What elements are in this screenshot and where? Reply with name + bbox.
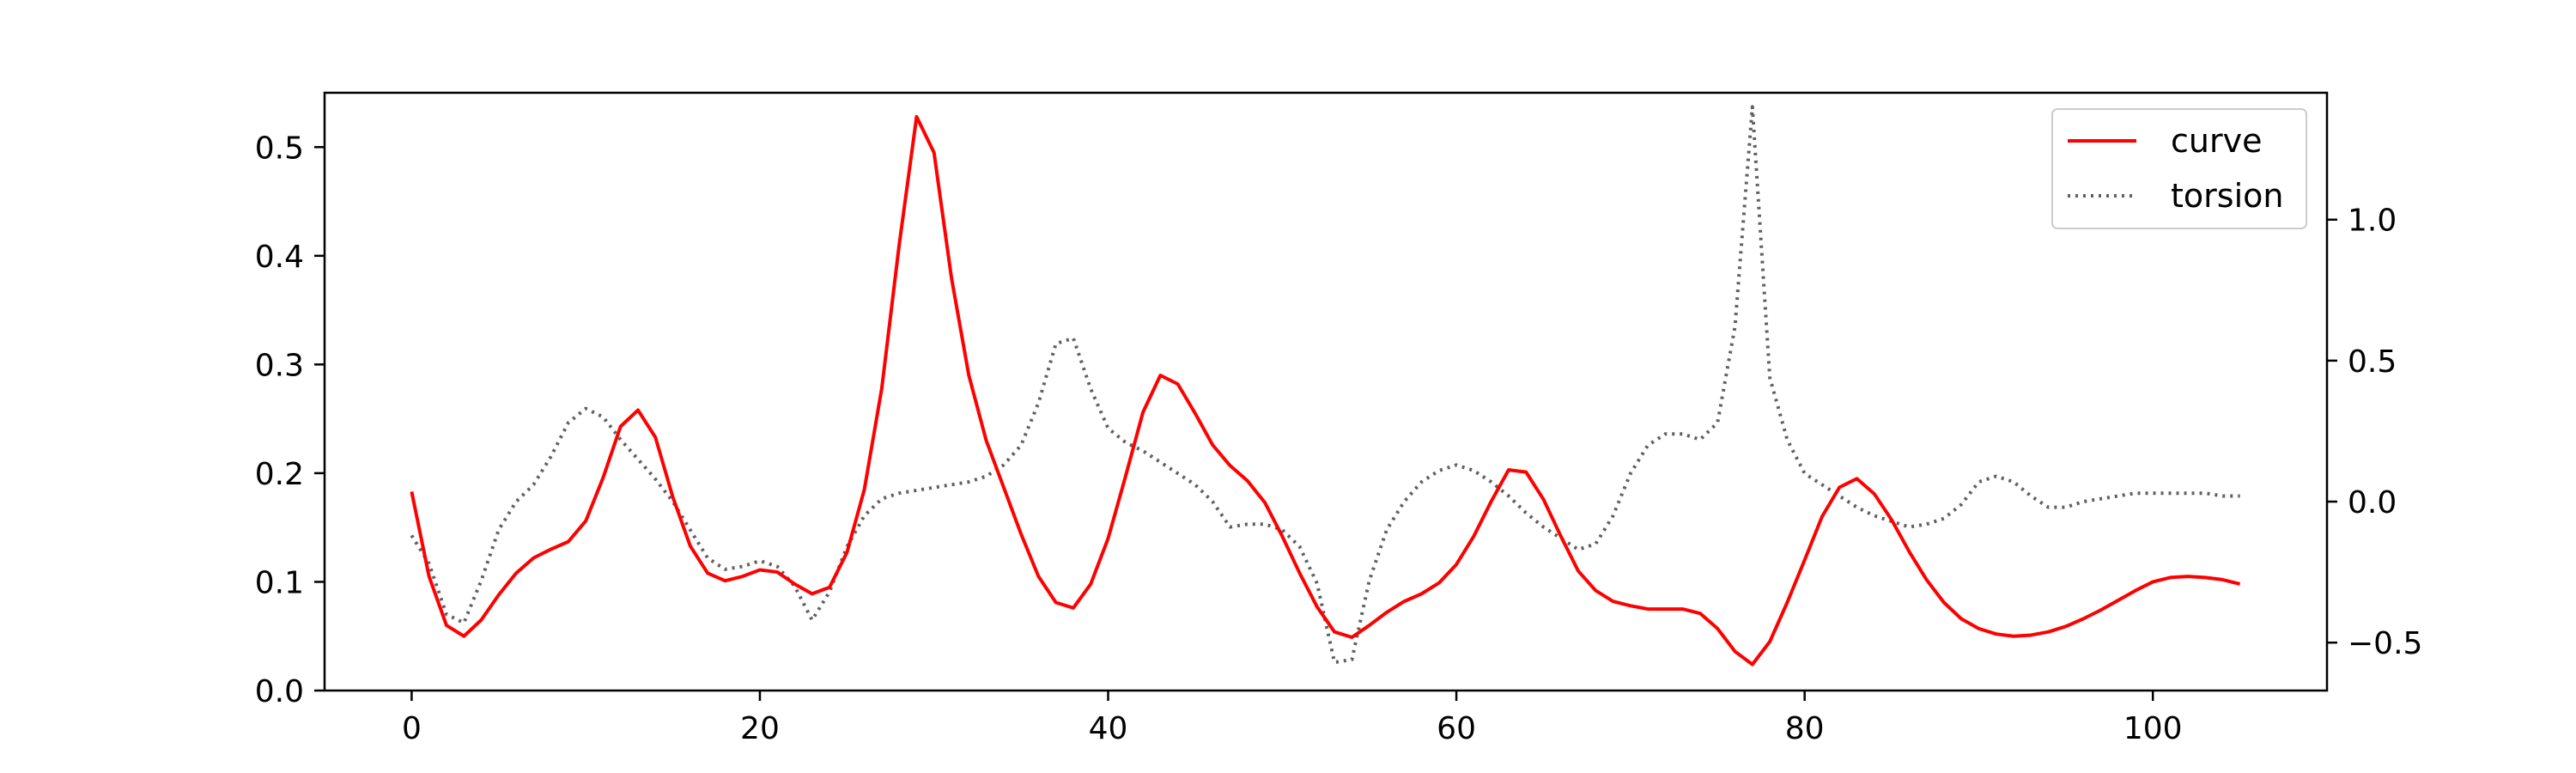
legend-label-torsion: torsion <box>2171 177 2283 215</box>
legend-label-curve: curve <box>2171 122 2262 160</box>
y-left-tick-label: 0.0 <box>255 674 304 709</box>
x-tick-label: 40 <box>1089 711 1128 746</box>
y-right-tick-label: 1.0 <box>2348 204 2397 239</box>
x-tick-label: 60 <box>1437 711 1476 746</box>
y-right-tick-label: 0.5 <box>2348 344 2397 380</box>
y-left-tick-label: 0.5 <box>255 131 304 166</box>
legend-box <box>2051 108 2307 229</box>
plot-frame <box>323 91 2329 692</box>
series-line-torsion <box>410 105 2240 665</box>
series-line-curve <box>410 114 2241 666</box>
axis-layer: 0 20 40 60 80 100 0.0 0.1 0.2 0.3 0.4 0.5 −0.5 0.0 0.5… <box>255 131 2423 746</box>
y-right-tick-label: 0.0 <box>2348 485 2397 520</box>
plot-area <box>325 93 2327 691</box>
x-tick-label: 80 <box>1785 711 1825 746</box>
y-left-tick-label: 0.3 <box>255 348 304 383</box>
y-left-tick-label: 0.1 <box>255 565 304 600</box>
x-tick-label: 20 <box>740 711 780 746</box>
x-tick-label: 100 <box>2123 711 2183 746</box>
y-left-tick-label: 0.4 <box>255 240 304 275</box>
x-tick-label: 0 <box>402 711 422 746</box>
legend: curve torsion <box>2051 108 2307 229</box>
y-right-tick-label: −0.5 <box>2348 626 2422 661</box>
series-layer <box>410 105 2241 666</box>
y-left-tick-label: 0.2 <box>255 457 304 492</box>
